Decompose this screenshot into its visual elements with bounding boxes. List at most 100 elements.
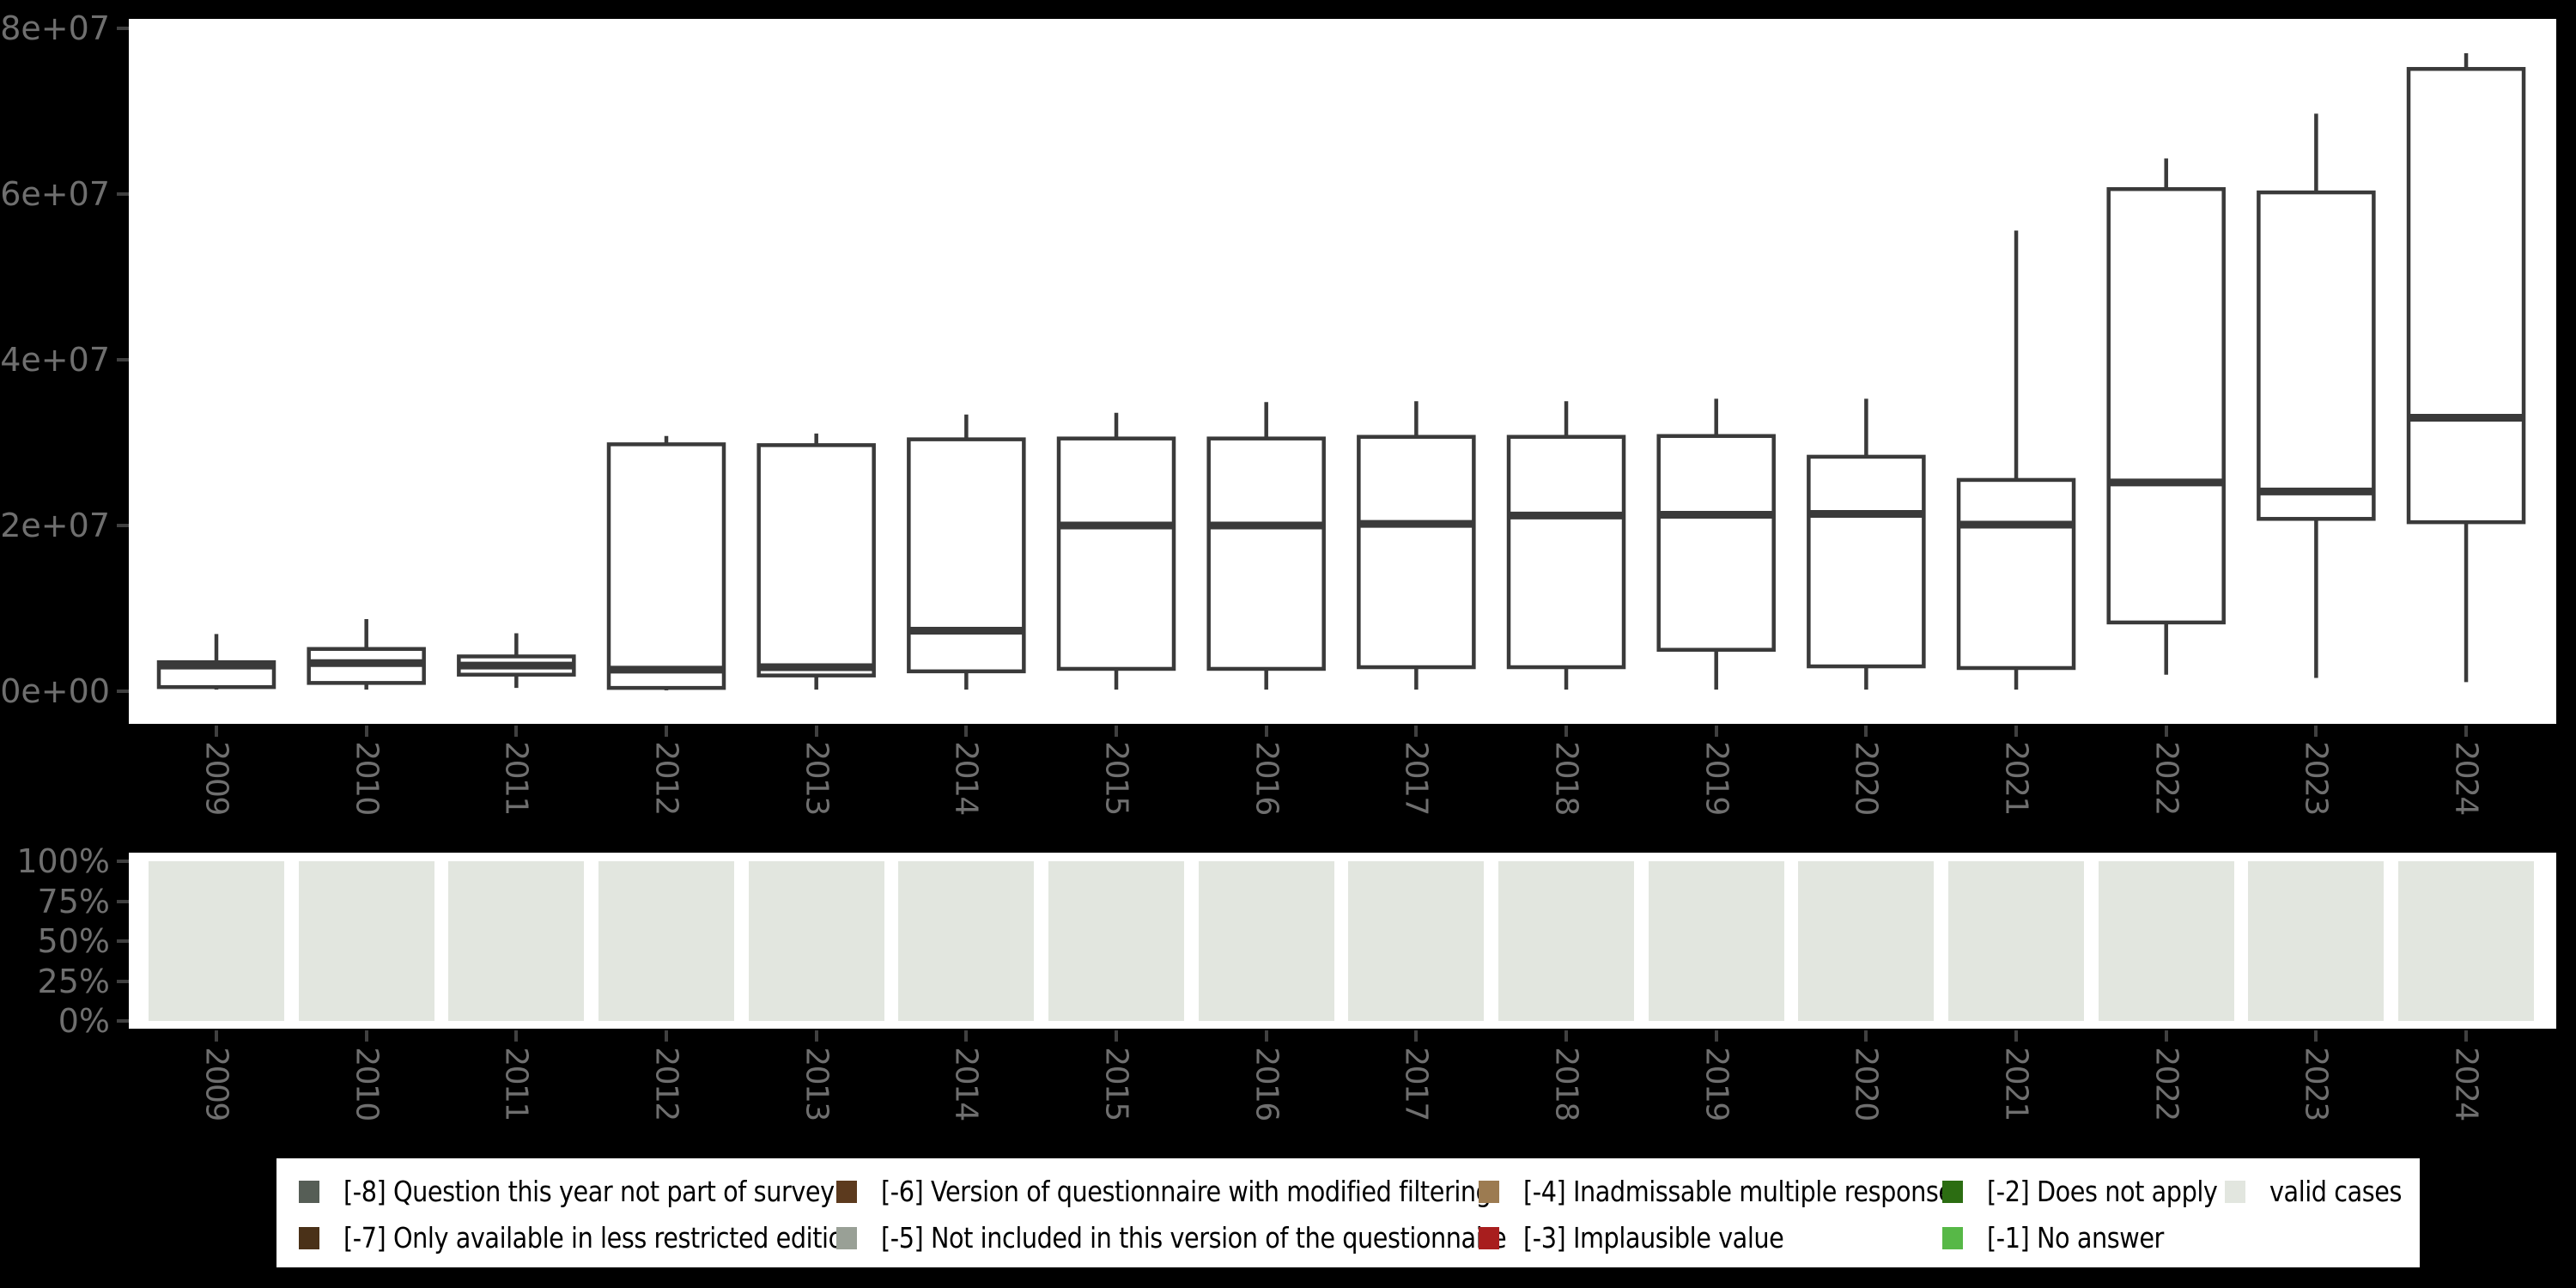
bottom-x-tick-2024 [2464,1030,2469,1042]
bar-2011 [448,861,585,1021]
bottom-x-label-2018: 2018 [1548,1047,1584,1121]
legend-swatch--2 [1942,1181,1963,1203]
boxplot-2013 [756,433,876,690]
boxplot-2015 [1056,412,1176,690]
top-x-label-2016: 2016 [1249,741,1285,815]
top-x-tick-2021 [2014,726,2019,737]
box-2016 [1206,436,1326,671]
bar-2009 [149,861,284,1021]
box-2013 [756,443,876,677]
top-x-tick-2017 [1414,726,1419,737]
bottom-x-label-2020: 2020 [1848,1047,1884,1121]
bottom-x-label-2009: 2009 [198,1047,234,1121]
top-x-label-2009: 2009 [198,741,234,815]
bottom-x-label-2021: 2021 [1998,1047,2034,1121]
bottom-x-label-2024: 2024 [2448,1047,2484,1121]
bar-2019 [1648,861,1784,1021]
top-x-label-2023: 2023 [2298,741,2334,815]
bar-2022 [2098,861,2234,1021]
top-x-tick-2022 [2164,726,2168,737]
y-tick-mark [117,524,129,527]
top-x-label-2019: 2019 [1698,741,1735,815]
box-2019 [1656,434,1776,652]
y-tick-label: 2e+07 [0,507,110,544]
top-x-tick-2016 [1264,726,1268,737]
legend: [-8] Question this year not part of surv… [276,1158,2420,1267]
y-tick-mark [117,358,129,361]
bottom-x-label-2016: 2016 [1249,1047,1285,1121]
top-x-tick-2020 [1864,726,1868,737]
legend-label--4: [-4] Inadmissable multiple response [1523,1175,1953,1208]
bottom-x-label-2013: 2013 [799,1047,835,1121]
percent-tick-label: 0% [58,1002,110,1040]
percent-tick-mark [117,1019,129,1023]
legend-label--3: [-3] Implausible value [1523,1221,1784,1255]
legend-swatch--7 [299,1227,319,1249]
boxplot-2010 [307,619,426,690]
legend-swatch--4 [1479,1181,1499,1203]
top-x-label-2012: 2012 [648,741,684,815]
box-2024 [2406,67,2526,525]
y-tick-label: 6e+07 [0,175,110,213]
bar-2023 [2248,861,2385,1021]
boxplot-2012 [606,435,726,691]
boxplot-svg [156,52,2526,691]
top-x-tick-2024 [2464,726,2469,737]
bottom-x-label-2012: 2012 [648,1047,684,1121]
bar-2024 [2398,861,2535,1021]
legend-label--7: [-7] Only available in less restricted e… [343,1221,859,1255]
legend-label--1: [-1] No answer [1987,1221,2164,1255]
top-x-label-2010: 2010 [349,741,385,815]
top-x-label-2024: 2024 [2448,741,2484,815]
legend-swatch--8 [299,1181,319,1203]
y-tick-mark [117,192,129,196]
bottom-x-tick-2022 [2164,1030,2168,1042]
bottom-x-label-2019: 2019 [1698,1047,1735,1121]
boxplot-2017 [1357,401,1476,690]
box-2014 [907,437,1026,674]
bottom-x-tick-2020 [1864,1030,1868,1042]
top-x-label-2013: 2013 [799,741,835,815]
bottom-x-label-2015: 2015 [1098,1047,1134,1121]
box-2022 [2106,186,2226,625]
bottom-x-label-2011: 2011 [498,1047,534,1121]
top-x-tick-2009 [215,726,218,737]
boxplot-2011 [457,633,576,689]
bottom-x-tick-2017 [1414,1030,1419,1042]
legend-swatch--3 [1479,1227,1499,1249]
bar-2012 [598,861,734,1021]
boxplot-2021 [1956,230,2076,690]
y-tick-label: 8e+07 [0,9,110,47]
top-x-tick-2011 [514,726,519,737]
bar-2010 [298,861,434,1021]
top-x-tick-2014 [964,726,969,737]
box-2021 [1956,477,2076,671]
top-x-label-2015: 2015 [1098,741,1134,815]
bottom-x-label-2023: 2023 [2298,1047,2334,1121]
bottom-x-label-2010: 2010 [349,1047,385,1121]
y-tick-mark [117,690,129,693]
top-x-tick-2010 [364,726,368,737]
bottom-x-tick-2011 [514,1030,519,1042]
box-2018 [1506,434,1626,670]
bar-2016 [1198,861,1334,1021]
percent-tick-mark [117,939,129,943]
legend-label-valid: valid cases [2269,1175,2403,1208]
top-x-label-2020: 2020 [1848,741,1884,815]
bar-2013 [748,861,884,1021]
top-x-tick-2018 [1564,726,1569,737]
top-x-tick-2023 [2314,726,2318,737]
top-x-label-2021: 2021 [1998,741,2034,815]
box-2012 [606,442,726,690]
bottom-x-label-2022: 2022 [2148,1047,2184,1121]
boxplot-2020 [1807,398,1926,690]
bar-2020 [1798,861,1935,1021]
legend-label--8: [-8] Question this year not part of surv… [343,1175,835,1208]
bar-2017 [1348,861,1485,1021]
bar-2018 [1498,861,1635,1021]
boxplot-2023 [2257,113,2376,678]
box-2023 [2257,190,2376,521]
percent-tick-mark [117,860,129,863]
bottom-x-label-2017: 2017 [1398,1047,1434,1121]
top-x-label-2017: 2017 [1398,741,1434,815]
